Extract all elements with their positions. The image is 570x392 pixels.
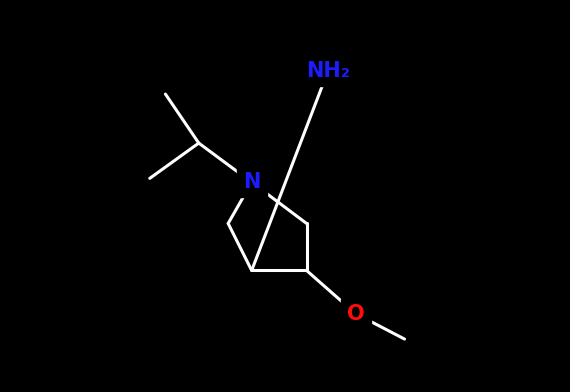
Text: O: O bbox=[347, 303, 364, 324]
Text: N: N bbox=[243, 172, 260, 192]
Text: NH₂: NH₂ bbox=[306, 60, 350, 81]
